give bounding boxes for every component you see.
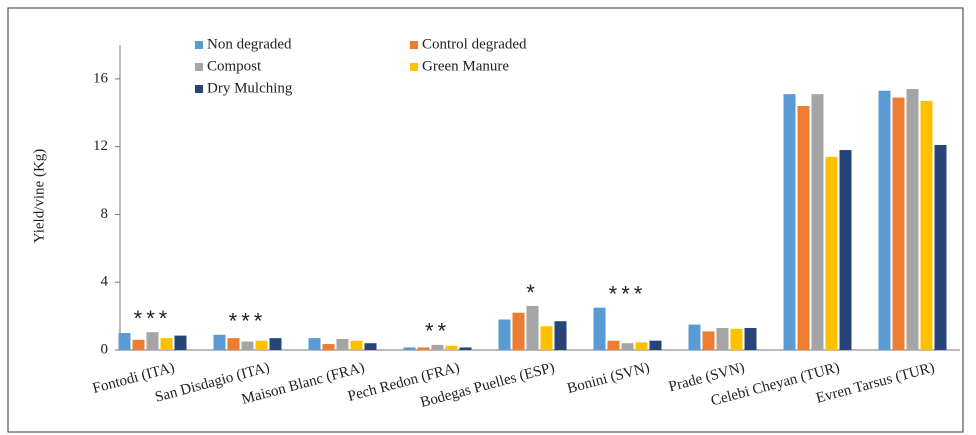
bar <box>906 89 919 351</box>
legend-label: Green Manure <box>422 58 509 74</box>
y-tick-label: 4 <box>101 274 109 290</box>
legend-swatch <box>195 85 203 93</box>
bar <box>649 340 662 350</box>
bar <box>797 106 810 350</box>
y-axis-label: Yield/vine (Kg) <box>31 149 47 244</box>
bar <box>269 338 282 350</box>
bar <box>526 305 539 350</box>
legend-label: Dry Mulching <box>207 80 293 96</box>
bar <box>498 319 511 350</box>
bar <box>512 312 525 350</box>
bar <box>716 327 729 350</box>
bar <box>417 347 430 350</box>
bar <box>688 324 701 350</box>
bar <box>635 342 648 350</box>
bar <box>227 338 240 350</box>
legend-label: Non degraded <box>207 36 292 52</box>
frame <box>7 7 964 433</box>
legend-swatch <box>410 41 418 49</box>
bar <box>364 343 377 350</box>
y-tick-label: 0 <box>101 341 109 357</box>
bar <box>403 347 416 350</box>
bar <box>213 334 226 350</box>
bar <box>934 144 947 350</box>
bar <box>174 335 187 350</box>
bar <box>459 347 472 350</box>
bar <box>783 94 796 350</box>
bar <box>336 338 349 350</box>
x-tick-label: Bonini (SVN) <box>566 360 652 397</box>
legend-label: Control degraded <box>422 36 527 52</box>
bar <box>593 307 606 350</box>
bar <box>445 345 458 350</box>
significance-label: *** <box>609 281 647 306</box>
legend-label: Compost <box>207 58 262 74</box>
bar <box>554 321 567 350</box>
bar <box>540 326 553 350</box>
bar <box>322 344 335 350</box>
bar <box>702 331 715 350</box>
bar <box>146 332 159 350</box>
bar <box>132 339 145 350</box>
bar <box>621 343 634 350</box>
bar <box>825 156 838 350</box>
y-tick-label: 8 <box>101 206 109 222</box>
bar <box>431 344 444 350</box>
bar <box>878 90 891 350</box>
legend-swatch <box>195 63 203 71</box>
legend-swatch <box>195 41 203 49</box>
bar <box>255 340 268 350</box>
significance-label: * <box>526 280 539 305</box>
y-tick-label: 12 <box>93 138 108 154</box>
bar <box>308 338 321 350</box>
bar <box>920 100 933 351</box>
bar <box>607 340 620 350</box>
y-tick-label: 16 <box>93 70 109 86</box>
bar <box>160 338 173 350</box>
significance-label: ** <box>425 319 450 344</box>
bar <box>241 341 254 350</box>
bar <box>839 150 852 350</box>
bar <box>811 94 824 350</box>
bar <box>730 328 743 350</box>
bar <box>118 333 131 350</box>
bar <box>744 327 757 350</box>
bar <box>892 97 905 351</box>
bar <box>350 340 363 350</box>
legend-swatch <box>410 63 418 71</box>
significance-label: *** <box>134 306 172 331</box>
significance-label: *** <box>229 309 267 334</box>
